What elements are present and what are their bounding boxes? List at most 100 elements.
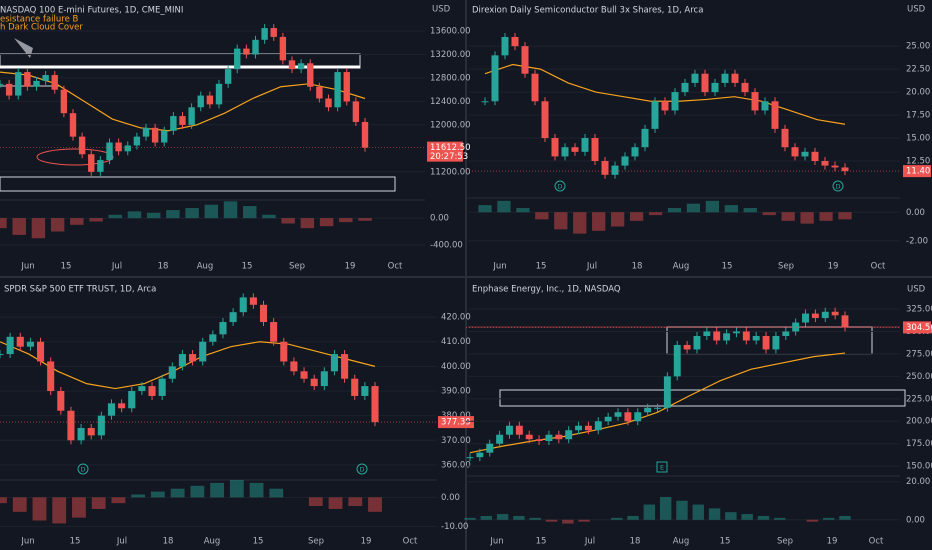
candle <box>118 403 126 409</box>
y-tick-label: 150.00 <box>906 462 932 472</box>
x-tick-label: Jun <box>489 537 503 547</box>
legend-note: h Dark Cloud Cover <box>0 23 83 33</box>
candle <box>801 151 809 157</box>
candle <box>209 334 217 342</box>
macd-tick-label: 0.00 <box>441 493 460 503</box>
macd-bar <box>611 212 625 227</box>
candle <box>571 147 579 152</box>
y-tick-label: 225.00 <box>906 394 932 404</box>
candle <box>259 304 268 323</box>
x-tick-label: 18 <box>630 537 641 547</box>
y-tick-label: 390.00 <box>441 387 471 397</box>
macd-bar <box>478 205 492 213</box>
candle <box>290 361 298 372</box>
candle <box>60 89 68 114</box>
candle <box>821 161 829 166</box>
candle <box>511 36 519 47</box>
x-tick-label: Jul <box>586 262 597 272</box>
candle <box>26 341 34 347</box>
macd-bar <box>629 212 644 221</box>
x-tick-label: Jul <box>116 537 127 547</box>
x-tick-label: Aug <box>673 262 690 272</box>
candle <box>732 331 740 334</box>
macd-bar <box>262 214 276 219</box>
candle <box>486 443 494 453</box>
candle <box>371 386 379 423</box>
x-tick-label: 15 <box>536 262 547 272</box>
macd-bar <box>210 482 225 498</box>
zone-box <box>0 176 396 192</box>
candle <box>791 147 799 157</box>
macd-bar <box>281 218 295 224</box>
arrow <box>14 38 33 58</box>
macd-bar <box>12 497 27 512</box>
candle <box>501 36 509 56</box>
candle <box>158 378 166 396</box>
y-tick-label: 200.00 <box>906 417 932 427</box>
x-tick-label: Oct <box>388 262 403 272</box>
macd-bar <box>757 515 770 520</box>
candle <box>802 313 809 323</box>
candle <box>115 142 122 152</box>
y-tick-label: 22.50 <box>906 65 930 75</box>
candle <box>330 354 339 372</box>
candle <box>481 101 489 103</box>
macd-bar <box>229 480 244 498</box>
macd-bar <box>72 497 86 518</box>
candle <box>288 60 296 70</box>
candle <box>88 154 95 172</box>
candle <box>270 322 278 342</box>
candle <box>614 412 622 417</box>
macd-bar <box>686 203 701 213</box>
event-marker-label: D <box>557 183 562 191</box>
macd-bar <box>774 517 786 520</box>
macd-bar <box>150 491 165 498</box>
candle <box>161 130 168 143</box>
macd-bar <box>578 519 590 522</box>
chart-title: SPDR S&P 500 ETF TRUST, 1D, Arca <box>4 285 156 295</box>
candle <box>188 107 195 125</box>
x-tick-label: Sep <box>308 537 324 547</box>
macd-bar <box>513 515 525 520</box>
y-tick-label: 13200.00 <box>430 50 471 60</box>
x-tick-label: 19 <box>828 262 839 272</box>
y-tick-label: 420.00 <box>441 313 471 323</box>
macd-bar <box>592 212 606 231</box>
macd-bar <box>243 206 257 219</box>
macd-bar <box>339 218 353 223</box>
candle <box>320 371 328 387</box>
chart-title: Enphase Energy, Inc., 1D, NASDAQ <box>472 285 621 295</box>
candle <box>831 311 839 316</box>
candle <box>179 116 186 125</box>
macd-bar <box>185 208 199 219</box>
candle <box>107 403 116 416</box>
candle <box>525 434 533 440</box>
x-tick-label: 18 <box>163 537 174 547</box>
candle <box>168 366 176 379</box>
macd-bar <box>529 517 541 520</box>
candle <box>691 73 699 83</box>
event-marker <box>554 180 566 192</box>
candle <box>575 425 583 431</box>
macd-bar <box>70 218 84 225</box>
candle <box>316 86 323 99</box>
candle <box>491 55 499 102</box>
macd-bar <box>31 218 46 239</box>
candle <box>713 331 721 341</box>
candle <box>343 72 350 102</box>
candle <box>671 92 679 111</box>
macd-tick-label: 0.00 <box>906 515 925 525</box>
chart-title: NASDAQ 100 E-mini Futures, 1D, CME_MINI <box>0 6 183 16</box>
candle <box>133 136 141 146</box>
x-tick-label: Oct <box>871 262 886 272</box>
macd-bar <box>464 517 476 520</box>
candle <box>781 128 789 148</box>
candle <box>206 95 214 105</box>
macd-bar <box>0 218 7 229</box>
candle <box>57 391 65 411</box>
candle <box>782 331 790 336</box>
candle <box>325 98 332 108</box>
x-tick-label: Jun <box>20 262 34 272</box>
candle <box>611 165 619 175</box>
moving-average <box>0 341 376 390</box>
